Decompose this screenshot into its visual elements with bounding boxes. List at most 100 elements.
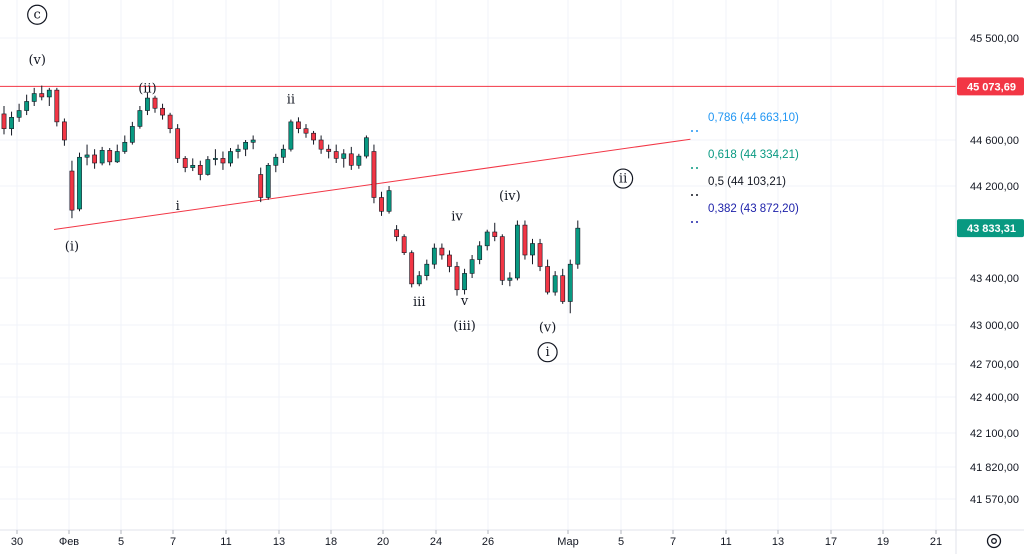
candle xyxy=(409,250,415,288)
fib-level-label[interactable]: 0,382 (43 872,20) xyxy=(708,203,799,215)
candle xyxy=(567,259,573,314)
candle-body xyxy=(333,151,339,159)
time-axis-label: Мар xyxy=(557,536,579,548)
candle-body xyxy=(114,151,120,163)
time-axis-label: 7 xyxy=(670,536,676,548)
settings-gear-icon[interactable] xyxy=(986,533,1002,549)
candle-body xyxy=(213,158,218,160)
candle xyxy=(205,156,211,176)
candle xyxy=(250,135,256,150)
candle xyxy=(394,225,399,242)
price-tag: 45 073,69 xyxy=(957,77,1024,96)
time-axis-label: 11 xyxy=(720,536,731,548)
candle xyxy=(454,261,460,296)
candle xyxy=(356,153,362,169)
candle xyxy=(379,191,384,216)
time-axis-label: 26 xyxy=(482,536,494,548)
candle xyxy=(129,121,135,145)
candle-body xyxy=(107,150,113,163)
fib-level-label[interactable]: 0,5 (44 103,21) xyxy=(708,176,786,188)
candle-body xyxy=(182,158,188,168)
candle xyxy=(243,140,248,157)
wave-label: (v) xyxy=(28,53,46,68)
candle xyxy=(107,148,113,166)
wave-label: iv xyxy=(451,210,463,225)
time-axis-label: 13 xyxy=(772,536,784,548)
time-axis[interactable]: 30 Фев 5 7 11 13 18 20 24 26 Мар 5 7 11 13 17 19 21 xyxy=(11,530,942,548)
wave-label: ii xyxy=(619,172,627,187)
price-axis[interactable]: 45 500,00 44 600,00 44 200,00 43 400,00 43 0… xyxy=(970,33,1019,506)
candle-body xyxy=(371,151,377,198)
wave-label: (v) xyxy=(539,321,557,336)
candle xyxy=(499,234,505,286)
candle-body xyxy=(522,224,528,256)
candle xyxy=(77,152,82,212)
candle-body xyxy=(575,227,581,265)
price-axis-label: 43 400,00 xyxy=(970,273,1019,285)
candle xyxy=(401,234,407,255)
candle xyxy=(280,144,286,163)
candle-body xyxy=(69,170,75,211)
candle xyxy=(431,243,437,269)
candle-body xyxy=(61,121,67,141)
candle xyxy=(114,144,120,163)
candle xyxy=(213,149,218,166)
candle-body xyxy=(77,156,82,210)
candle-body xyxy=(152,97,158,109)
time-axis-label: 5 xyxy=(118,536,124,548)
wave-label-circle xyxy=(537,342,558,363)
candle-body xyxy=(379,197,384,212)
candle xyxy=(522,220,528,260)
wave-label: (ii) xyxy=(138,81,156,96)
candle xyxy=(416,271,422,287)
fib-retracement[interactable]: 0,786 (44 663,10) 0,618 (44 334,21) 0,5 (4… xyxy=(691,112,799,223)
price-axis-label: 44 200,00 xyxy=(970,181,1019,193)
price-tag: 43 833,31 xyxy=(957,219,1024,238)
candle xyxy=(560,268,566,304)
candle-body xyxy=(454,266,460,291)
candle-body xyxy=(280,148,286,158)
candle-body xyxy=(492,231,498,237)
candle-body xyxy=(447,254,452,267)
candle-body xyxy=(537,243,543,267)
price-axis-label: 42 700,00 xyxy=(970,359,1019,371)
candle xyxy=(296,117,301,134)
fib-level-dot xyxy=(691,130,693,132)
wave-label: (iv) xyxy=(499,189,521,204)
candle-body xyxy=(530,243,535,256)
wave-label: i xyxy=(176,199,180,214)
candle-body xyxy=(499,236,505,281)
fib-level-label[interactable]: 0,618 (44 334,21) xyxy=(708,149,799,161)
candle-body xyxy=(484,231,490,247)
candle-body xyxy=(16,110,22,118)
candle-body xyxy=(273,156,279,166)
wave-label: ii xyxy=(287,93,295,108)
candle-body xyxy=(99,150,105,164)
price-axis-label: 45 500,00 xyxy=(970,33,1019,45)
candle xyxy=(311,130,316,145)
fib-level-dot xyxy=(696,130,698,132)
candle xyxy=(152,95,158,113)
candle-body xyxy=(197,165,203,175)
time-axis-label: 20 xyxy=(377,536,389,548)
candle-body xyxy=(54,89,60,123)
candle-body xyxy=(462,273,467,291)
candle-body xyxy=(265,165,271,198)
candle xyxy=(326,144,332,159)
wave-label: (iii) xyxy=(453,319,476,334)
candle xyxy=(137,106,143,129)
candle xyxy=(54,87,60,127)
fib-level-label[interactable]: 0,786 (44 663,10) xyxy=(708,112,799,124)
wave-label: iii xyxy=(413,295,425,310)
candle xyxy=(348,146,354,170)
candle xyxy=(288,119,294,152)
candle-body xyxy=(122,142,128,152)
price-axis-label: 42 400,00 xyxy=(970,392,1019,404)
candle-body xyxy=(46,89,52,98)
candle-body xyxy=(431,247,437,265)
candle xyxy=(530,238,535,265)
candle-body xyxy=(401,236,407,254)
candle-body xyxy=(9,117,14,129)
